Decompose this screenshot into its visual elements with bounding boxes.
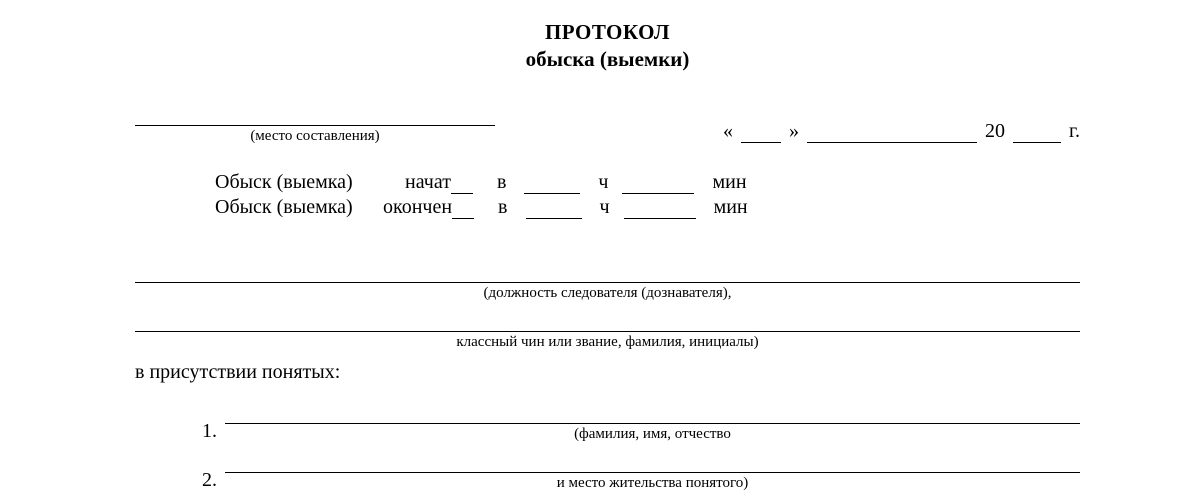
place-field: (место составления) (135, 104, 495, 145)
witness-1b-row: 2. и место жительства понятого) (135, 451, 1080, 492)
date-quote-open: « (723, 120, 733, 143)
witness-1-wrap: (фамилия, имя, отчество (225, 402, 1080, 443)
title-line-1: ПРОТОКОЛ (135, 20, 1080, 45)
place-date-row: (место составления) « » 20 г. (135, 104, 1080, 145)
place-blank[interactable] (135, 104, 495, 126)
witness-1b-wrap: и место жительства понятого) (225, 451, 1080, 492)
time-start-minutes-blank[interactable] (622, 174, 694, 194)
time-end-hours-blank[interactable] (526, 199, 582, 219)
witness-1-num: 1. (135, 420, 225, 443)
date-field: « » 20 г. (723, 120, 1080, 145)
date-quote-close: » (789, 120, 799, 143)
witness-1b-line[interactable] (225, 451, 1080, 473)
time-end-suffix-blank[interactable] (452, 199, 474, 219)
witness-1-line[interactable] (225, 402, 1080, 424)
time-end-label: Обыск (выемка) (215, 196, 377, 219)
time-start-minutes-unit: мин (712, 171, 746, 194)
investigator-block: (должность следователя (дознавателя), кл… (135, 259, 1080, 351)
time-start-hours-unit: ч (598, 171, 608, 194)
time-start-at: в (497, 171, 506, 194)
date-century: 20 (985, 120, 1005, 143)
place-sublabel: (место составления) (135, 128, 495, 145)
title-line-2: обыска (выемки) (135, 47, 1080, 72)
time-block: Обыск (выемка) начат в ч мин Обыск (выем… (215, 171, 1080, 219)
investigator-line-1[interactable] (135, 259, 1080, 283)
time-start-hours-blank[interactable] (524, 174, 580, 194)
witness-2-num: 2. (135, 469, 225, 492)
date-year-blank[interactable] (1013, 123, 1061, 143)
witness-1-row: 1. (фамилия, имя, отчество (135, 402, 1080, 443)
document-page: ПРОТОКОЛ обыска (выемки) (место составле… (0, 0, 1200, 492)
time-end-minutes-unit: мин (714, 196, 748, 219)
time-end-at: в (498, 196, 507, 219)
date-year-suffix: г. (1069, 120, 1080, 143)
investigator-sub-2: классный чин или звание, фамилия, инициа… (135, 334, 1080, 351)
time-end-minutes-blank[interactable] (624, 199, 696, 219)
presence-label: в присутствии понятых: (135, 361, 1080, 384)
time-start-row: Обыск (выемка) начат в ч мин (215, 171, 1080, 194)
investigator-sub-1: (должность следователя (дознавателя), (135, 285, 1080, 302)
time-end-verb: окончен (383, 196, 452, 219)
time-end-hours-unit: ч (600, 196, 610, 219)
time-start-suffix-blank[interactable] (451, 174, 473, 194)
date-month-blank[interactable] (807, 123, 977, 143)
witness-1b-sub: и место жительства понятого) (225, 475, 1080, 492)
investigator-line-2[interactable] (135, 308, 1080, 332)
time-start-label: Обыск (выемка) (215, 171, 377, 194)
witness-1-sub: (фамилия, имя, отчество (225, 426, 1080, 443)
title-block: ПРОТОКОЛ обыска (выемки) (135, 20, 1080, 72)
date-day-blank[interactable] (741, 123, 781, 143)
time-end-row: Обыск (выемка) окончен в ч мин (215, 196, 1080, 219)
time-start-verb: начат (405, 171, 451, 194)
